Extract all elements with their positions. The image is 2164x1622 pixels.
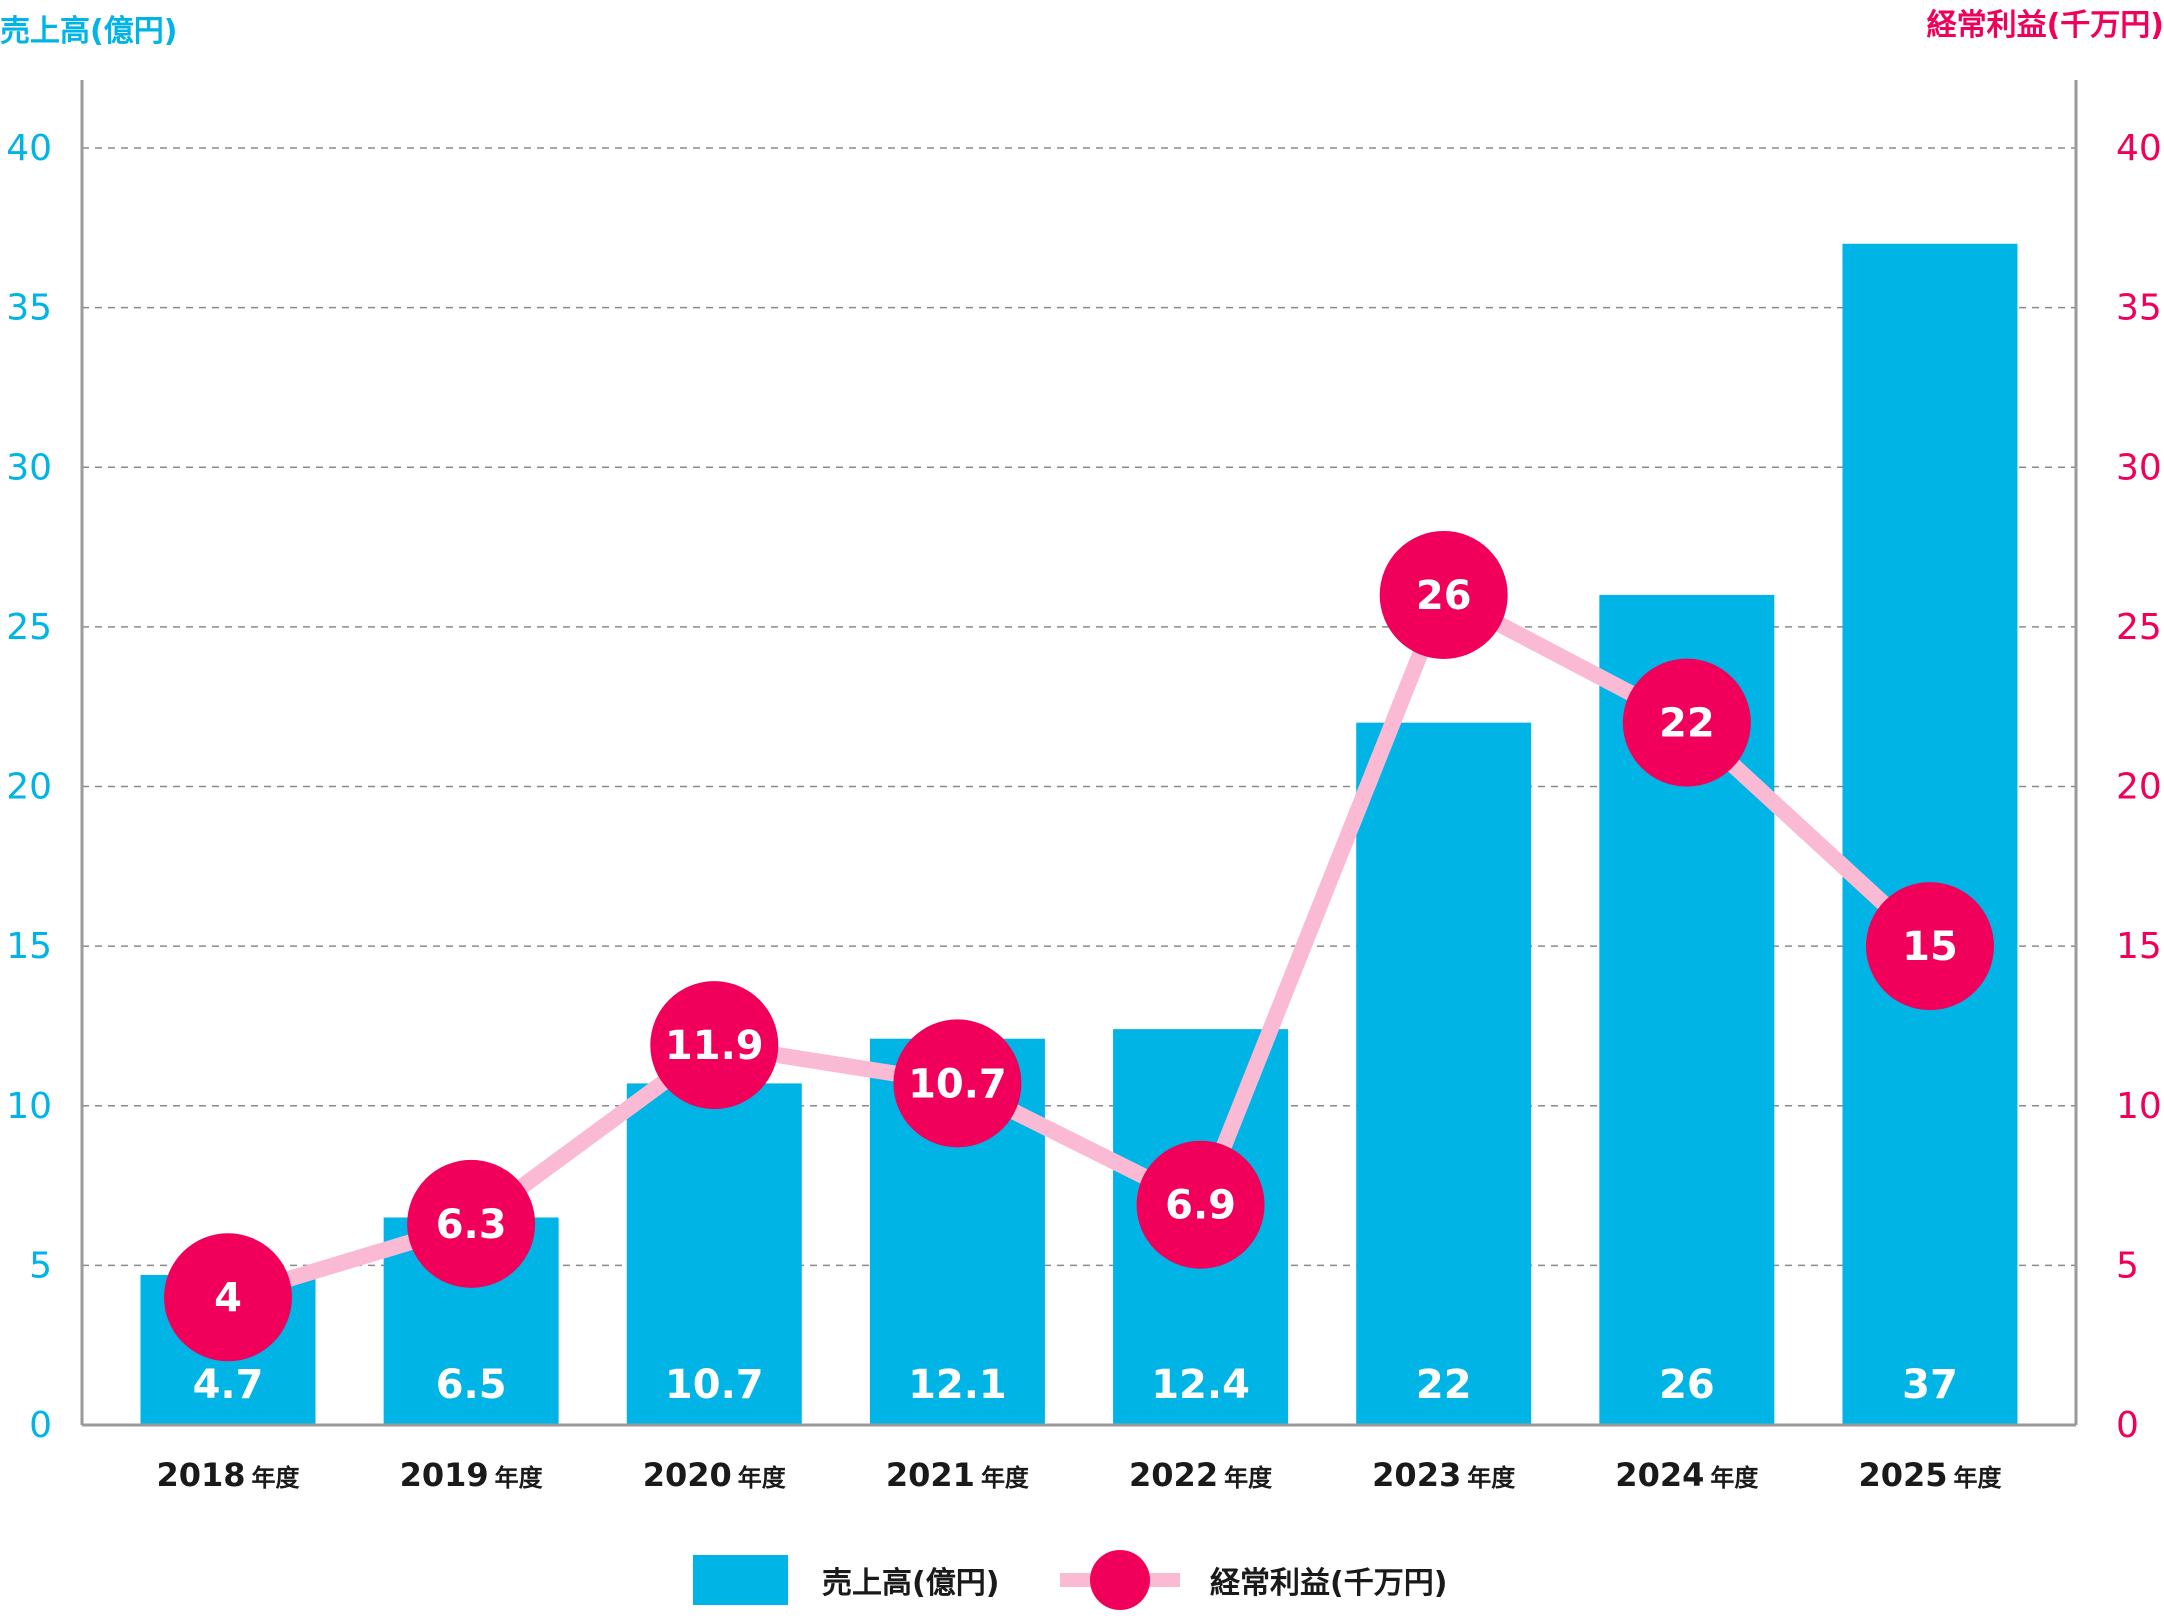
y-tick-left: 40: [6, 128, 52, 169]
sales-bar-label: 12.1: [908, 1362, 1007, 1408]
legend-profit-marker: [1090, 1550, 1150, 1610]
x-category-suffix: 年度: [1224, 1464, 1273, 1492]
y-tick-right: 25: [2116, 607, 2162, 648]
profit-point: [1622, 658, 1751, 787]
profit-point-label: 10.7: [908, 1061, 1007, 1107]
x-category-year: 2023: [1372, 1456, 1461, 1494]
x-category-label: 2024 年度: [1615, 1456, 1759, 1494]
legend-sales-swatch: [693, 1555, 788, 1605]
sales-bar-label: 37: [1902, 1362, 1958, 1408]
y-tick-left: 35: [6, 288, 52, 329]
profit-point: [1136, 1140, 1265, 1269]
sales-bar: [1842, 243, 2018, 1425]
sales-bar-label: 22: [1416, 1362, 1472, 1408]
x-category-year: 2021: [886, 1456, 975, 1494]
y-tick-right: 30: [2116, 447, 2162, 488]
y-tick-left: 15: [6, 926, 52, 967]
x-category-suffix: 年度: [1954, 1464, 2003, 1492]
profit-point-label: 4: [214, 1275, 242, 1321]
sales-bar-label: 4.7: [193, 1362, 264, 1408]
sales-bar-label: 10.7: [665, 1362, 764, 1408]
x-category-suffix: 年度: [495, 1464, 544, 1492]
x-category-year: 2022: [1129, 1456, 1218, 1494]
profit-point-label: 11.9: [665, 1023, 764, 1069]
x-category-year: 2024: [1615, 1456, 1704, 1494]
x-category-suffix: 年度: [1467, 1464, 1516, 1492]
y-tick-right: 15: [2116, 926, 2162, 967]
profit-point-label: 15: [1902, 924, 1958, 970]
x-category-suffix: 年度: [1710, 1464, 1759, 1492]
sales-bar: [1356, 722, 1532, 1425]
x-category-label: 2025 年度: [1858, 1456, 2002, 1494]
profit-point: [407, 1159, 536, 1288]
legend-profit-label: 経常利益(千万円): [1210, 1566, 1447, 1601]
y-tick-left: 30: [6, 447, 52, 488]
profit-point: [893, 1019, 1022, 1148]
sales-bar-label: 6.5: [436, 1362, 507, 1408]
profit-point: [1379, 530, 1508, 659]
legend-sales-label: 売上高(億円): [822, 1566, 999, 1601]
y-tick-right: 40: [2116, 128, 2162, 169]
profit-point-label: 22: [1659, 701, 1715, 747]
x-category-year: 2019: [400, 1456, 489, 1494]
y-tick-right: 35: [2116, 288, 2162, 329]
x-category-label: 2020 年度: [643, 1456, 787, 1494]
y-tick-right: 20: [2116, 767, 2162, 808]
y-tick-left: 25: [6, 607, 52, 648]
sales-bar-label: 26: [1659, 1362, 1715, 1408]
y-tick-right: 10: [2116, 1086, 2162, 1127]
left-axis-title: 売上高(億円): [0, 14, 178, 49]
sales-bar-label: 12.4: [1151, 1362, 1250, 1408]
y-tick-right: 0: [2116, 1405, 2139, 1446]
profit-point: [1865, 882, 1994, 1011]
x-category-label: 2018 年度: [156, 1456, 300, 1494]
y-tick-left: 20: [6, 767, 52, 808]
x-category-label: 2023 年度: [1372, 1456, 1516, 1494]
x-category-suffix: 年度: [981, 1464, 1030, 1492]
profit-point: [650, 981, 779, 1110]
x-category-label: 2021 年度: [886, 1456, 1030, 1494]
x-category-year: 2025: [1858, 1456, 1947, 1494]
profit-point-label: 6.3: [436, 1202, 507, 1248]
x-category-label: 2022 年度: [1129, 1456, 1273, 1494]
profit-point-label: 6.9: [1165, 1183, 1236, 1229]
x-category-label: 2019 年度: [400, 1456, 544, 1494]
x-category-suffix: 年度: [252, 1464, 301, 1492]
sales-bar: [626, 1083, 802, 1425]
y-tick-left: 10: [6, 1086, 52, 1127]
profit-point: [164, 1233, 292, 1362]
x-category-year: 2020: [643, 1456, 732, 1494]
right-axis-title: 経常利益(千万円): [1926, 8, 2164, 43]
y-tick-left: 5: [29, 1245, 52, 1286]
y-tick-left: 0: [29, 1405, 52, 1446]
profit-point-label: 26: [1416, 573, 1472, 619]
x-category-suffix: 年度: [738, 1464, 787, 1492]
x-category-year: 2018: [156, 1456, 245, 1494]
y-tick-right: 5: [2116, 1245, 2139, 1286]
